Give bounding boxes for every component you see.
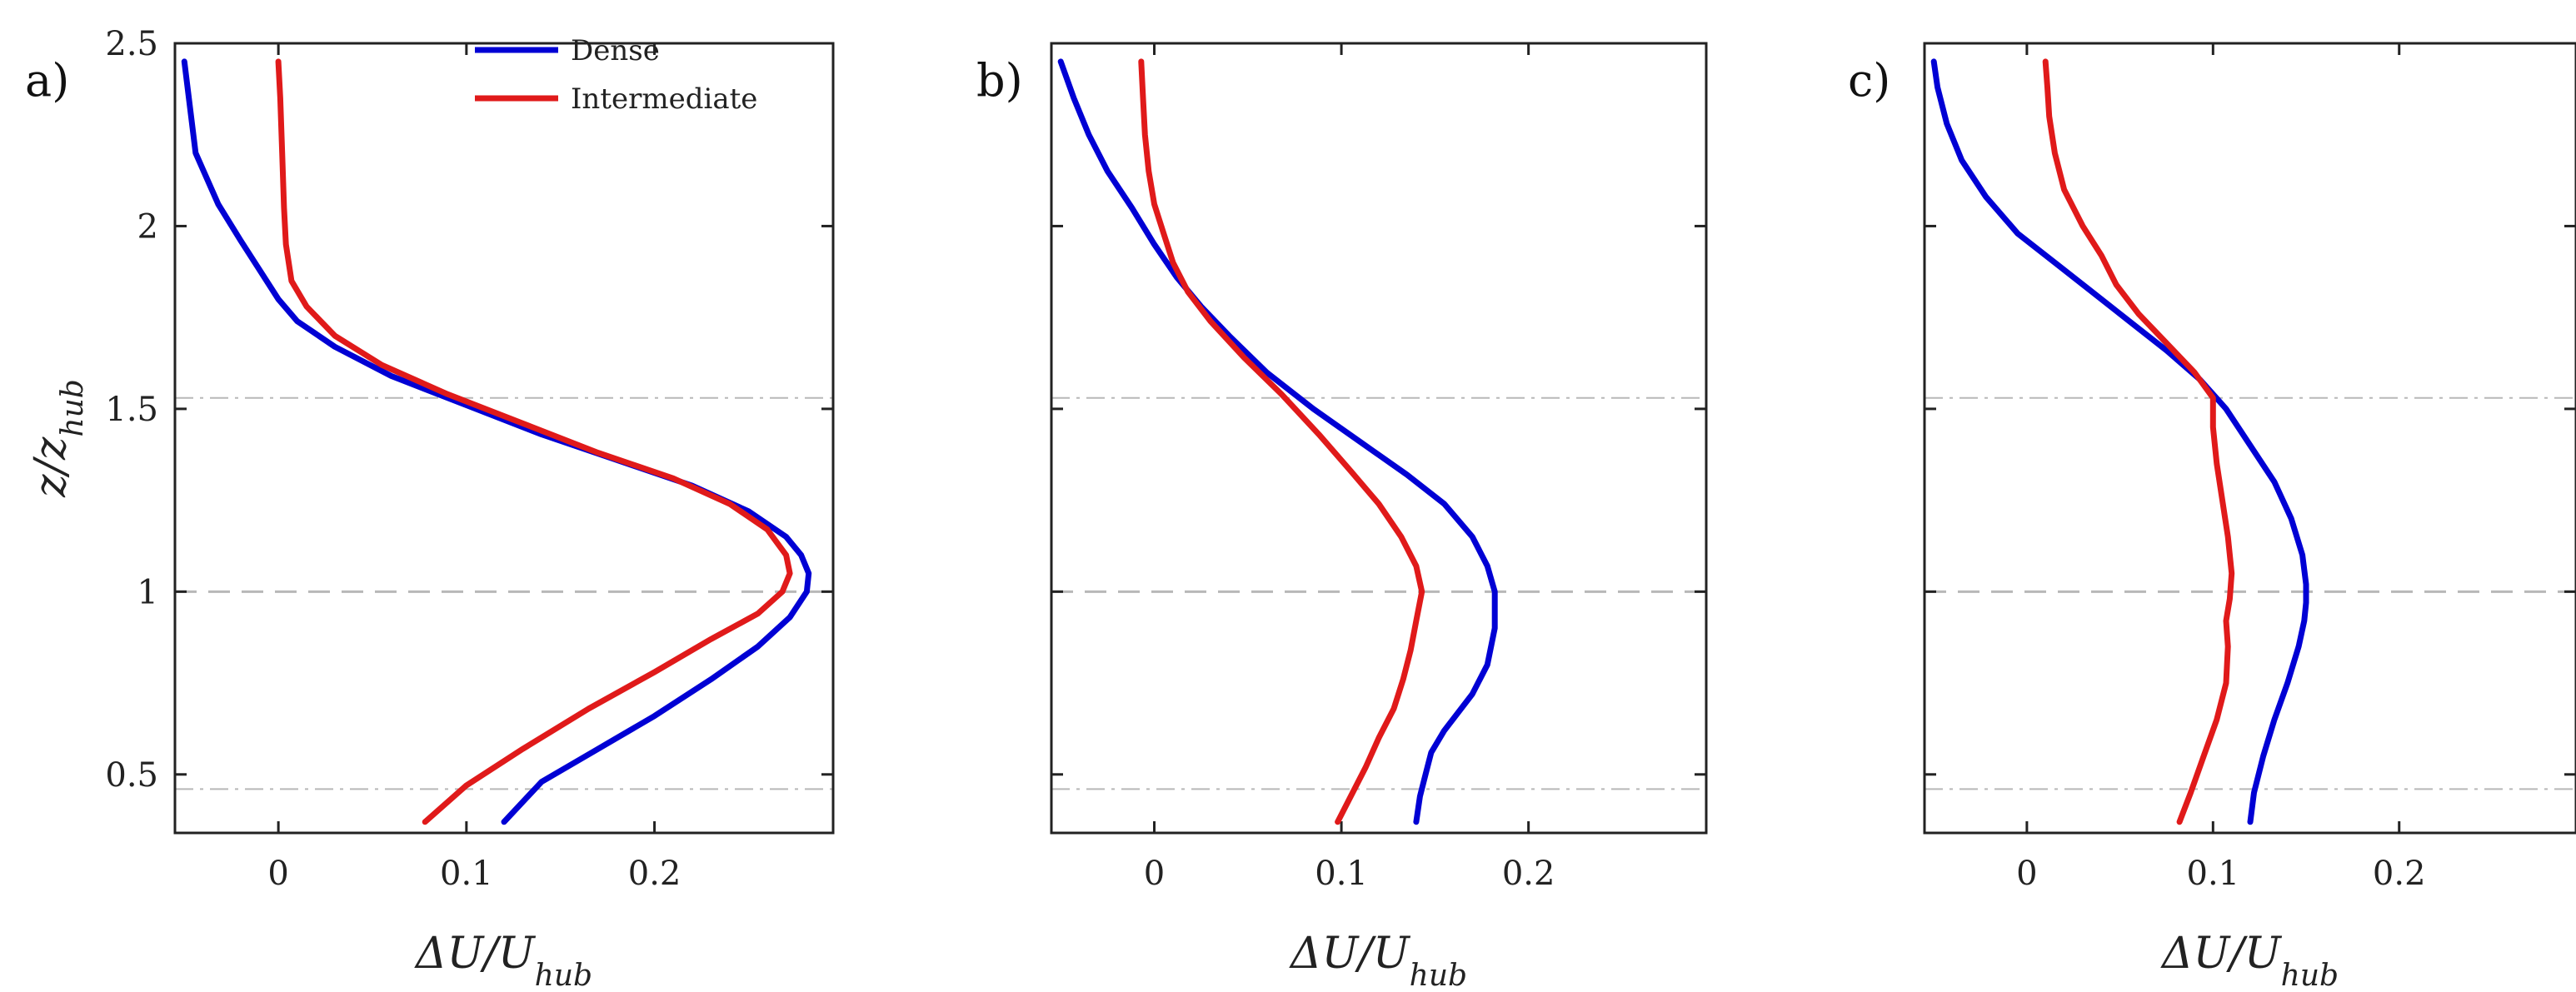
- x-axis-title-main: ΔU/U: [1289, 929, 1411, 979]
- x-axis-title-sub: hub: [1410, 959, 1467, 992]
- panel-3: 0 0.1 0.2 c) ΔU/Uhub: [1848, 42, 2576, 992]
- legend-label: Intermediate: [571, 82, 757, 116]
- panel-2: 0 0.1 0.2 b) ΔU/Uhub: [976, 42, 1708, 992]
- y-tick-label: 1.5: [105, 391, 158, 429]
- x-axis-title-main: ΔU/U: [414, 929, 537, 979]
- y-axis-title: z/zhub: [26, 379, 90, 498]
- x-axis-title: ΔU/Uhub: [2160, 929, 2339, 992]
- series-line-intermediate: [275, 58, 793, 825]
- legend-label: Dense: [571, 34, 660, 67]
- x-axis-title: ΔU/Uhub: [414, 929, 592, 992]
- y-axis-title-main: z/z: [26, 436, 76, 498]
- x-axis-title-sub: hub: [535, 959, 592, 992]
- series-line-intermediate: [2042, 58, 2235, 825]
- x-tick-label: 0.1: [1315, 855, 1368, 893]
- panel-label: b): [976, 54, 1023, 107]
- series-line-dense: [1930, 58, 2309, 825]
- x-tick-label: 0.1: [440, 855, 493, 893]
- x-tick-label: 0.2: [628, 855, 681, 893]
- y-tick-label: 1: [137, 573, 158, 611]
- y-tick-label: 2: [137, 207, 158, 246]
- x-axis-title: ΔU/Uhub: [1289, 929, 1467, 992]
- axes-box: [1050, 42, 1708, 835]
- panel-label: c): [1848, 54, 1890, 107]
- legend: Dense Intermediate: [475, 34, 757, 116]
- y-tick-label: 0.5: [105, 756, 158, 795]
- x-tick-label: 0.1: [2187, 855, 2240, 893]
- axes-box: [173, 42, 835, 835]
- x-axis-title-sub: hub: [2281, 959, 2339, 992]
- x-tick-label: 0: [1144, 855, 1165, 893]
- x-tick-label: 0.2: [2373, 855, 2426, 893]
- series-line-dense: [181, 58, 812, 825]
- series-line-intermediate: [1138, 58, 1425, 825]
- y-tick-label: 2.5: [105, 25, 158, 63]
- y-axis-title-sub: hub: [56, 379, 90, 436]
- x-tick-label: 0: [267, 855, 288, 893]
- x-tick-label: 0: [2016, 855, 2037, 893]
- x-axis-title-main: ΔU/U: [2160, 929, 2283, 979]
- x-tick-label: 0.2: [1502, 855, 1555, 893]
- series-line-dense: [1057, 58, 1498, 825]
- axes-box: [1923, 42, 2576, 835]
- panel-1: 0 0.1 0.20.511.522.5a)ΔU/Uhubz/zhubDenseIn…: [25, 25, 835, 992]
- panel-label: a): [25, 54, 69, 107]
